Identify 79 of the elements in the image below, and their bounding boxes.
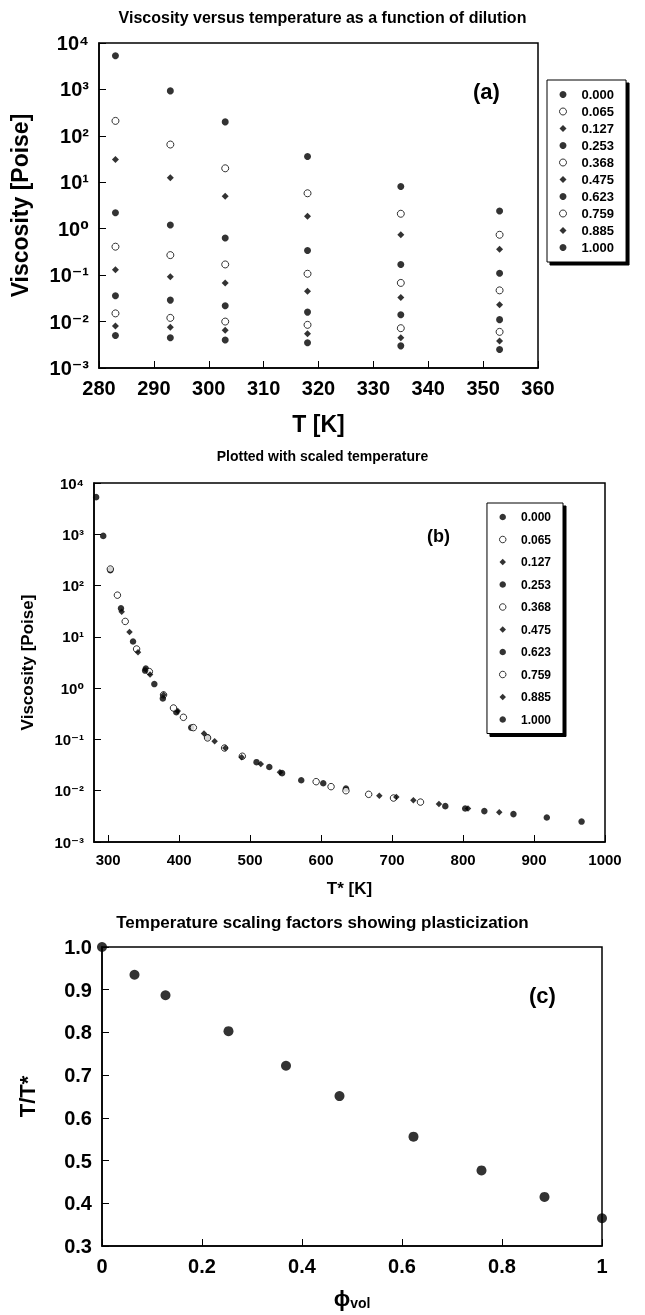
y-tick-label: 10⁰	[57, 217, 89, 240]
y-tick-label: 1.0	[64, 936, 92, 958]
y-tick-label: 10⁻¹	[54, 730, 84, 748]
x-tick-label: 600	[308, 851, 334, 868]
y-tick-label: 10²	[60, 124, 90, 147]
y-tick-label: 10¹	[62, 628, 84, 646]
y-tick-label: 10²	[62, 577, 84, 595]
x-tick-label: 0.8	[488, 1255, 516, 1277]
x-axis-title: T [K]	[292, 410, 345, 437]
x-tick-label: 0	[96, 1255, 108, 1277]
y-tick-label: 10³	[60, 78, 90, 101]
y-tick-label: 10⁴	[56, 32, 89, 54]
legend-label: 0.623	[581, 189, 615, 204]
x-tick-label: 360	[521, 377, 555, 399]
chart-title: Temperature scaling factors showing plasticization	[116, 913, 529, 932]
legend-label: 0.253	[581, 138, 615, 153]
legend-label: 0.065	[520, 532, 552, 547]
legend-label: 0.065	[581, 104, 615, 119]
y-tick-label: 10⁻²	[54, 782, 84, 800]
x-tick-label: 900	[521, 851, 547, 868]
y-tick-label: 0.6	[64, 1106, 92, 1129]
y-tick-label: 0.3	[64, 1235, 92, 1257]
legend-label: 0.127	[520, 555, 552, 569]
legend-label: 0.000	[581, 87, 615, 102]
y-tick-label: 0.9	[64, 978, 92, 1001]
x-tick-label: 280	[82, 377, 116, 399]
x-tick-label: 1	[596, 1255, 608, 1277]
y-tick-label: 0.4	[64, 1192, 93, 1215]
y-axis-title: Viscosity [Poise]	[18, 594, 37, 731]
x-tick-label: 0.4	[288, 1255, 317, 1277]
x-tick-label: 1000	[588, 851, 622, 868]
y-tick-label: 10⁻³	[54, 833, 84, 851]
x-axis-title: ϕvol	[333, 1285, 371, 1311]
x-tick-label: 700	[379, 851, 405, 868]
legend-label: 0.885	[520, 690, 552, 704]
y-axis-title: T/T*	[14, 1075, 40, 1118]
x-tick-label: 800	[450, 851, 476, 868]
x-tick-label: 0.6	[388, 1255, 416, 1277]
chart-title: Viscosity versus temperature as a function of dilution	[118, 8, 527, 26]
x-tick-label: 300	[95, 851, 121, 868]
x-tick-label: 290	[137, 377, 171, 399]
legend-label: 0.127	[581, 121, 615, 136]
x-tick-label: 320	[301, 377, 336, 399]
legend-label: 0.475	[581, 172, 615, 187]
legend-label: 0.253	[520, 577, 552, 592]
y-tick-label: 10⁰	[60, 679, 84, 697]
legend-label: 0.759	[520, 667, 552, 682]
x-tick-label: 330	[356, 377, 391, 399]
y-tick-label: 10³	[62, 525, 84, 543]
legend-label: 0.885	[581, 223, 615, 238]
x-tick-label: 0.2	[188, 1255, 216, 1277]
legend-label: 0.368	[581, 155, 615, 170]
y-tick-label: 10⁻¹	[49, 264, 90, 287]
y-tick-label: 0.8	[64, 1021, 92, 1044]
x-tick-label: 310	[246, 377, 281, 399]
y-tick-label: 10⁴	[59, 474, 84, 492]
y-tick-label: 10¹	[60, 171, 90, 194]
y-axis-title: Viscosity [Poise]	[6, 113, 33, 298]
x-tick-label: 350	[466, 377, 500, 399]
x-axis-title: T* [K]	[326, 879, 373, 898]
x-tick-label: 400	[166, 851, 192, 868]
y-tick-label: 10⁻³	[49, 357, 90, 379]
chart-title: Plotted with scaled temperature	[216, 448, 429, 464]
x-tick-label: 340	[411, 377, 445, 399]
legend-label: 0.623	[520, 645, 552, 659]
y-tick-label: 0.7	[64, 1064, 92, 1087]
legend-label: 0.759	[581, 206, 615, 221]
x-tick-label: 300	[192, 377, 226, 399]
annotation: (b)	[427, 526, 450, 546]
legend-label: 0.368	[520, 600, 552, 614]
legend-label: 1.000	[520, 712, 552, 727]
legend-label: 0.475	[520, 622, 552, 637]
annotation: (c)	[529, 982, 556, 1008]
legend-label: 1.000	[581, 240, 615, 255]
legend-label: 0.000	[520, 510, 552, 524]
y-tick-label: 10⁻²	[49, 310, 90, 333]
x-tick-label: 500	[237, 851, 263, 868]
y-tick-label: 0.5	[64, 1149, 92, 1172]
annotation: (a)	[473, 78, 500, 104]
